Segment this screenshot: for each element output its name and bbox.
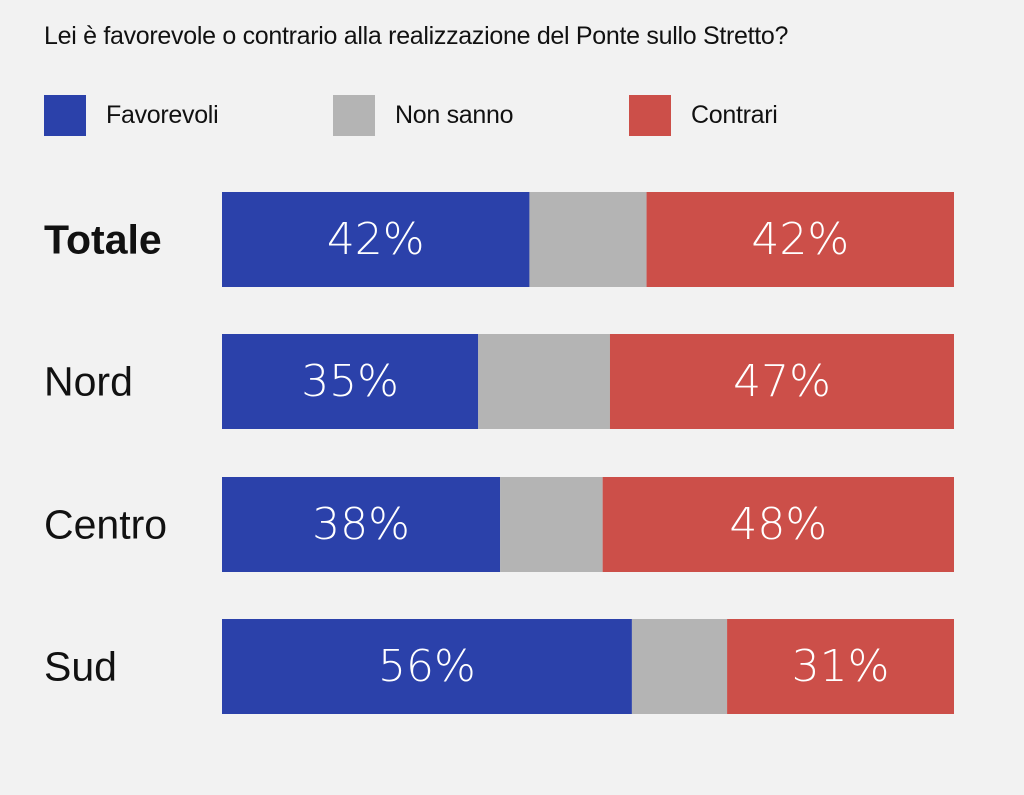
bar-segment-contrari: [646, 192, 954, 287]
data-label: 47%: [733, 356, 831, 407]
data-label: 48%: [729, 499, 827, 550]
legend-label: Contrari: [691, 101, 778, 129]
data-label: 38%: [312, 499, 410, 550]
legend-item-non-sanno: Non sanno: [333, 95, 514, 136]
data-label: 42%: [327, 214, 425, 265]
bar-segment-non-sanno: [478, 334, 610, 429]
bar-segment-favorevoli: [222, 477, 501, 572]
bar-segment-contrari: [609, 334, 954, 429]
legend-swatch: [333, 95, 375, 136]
bar-segment-contrari: [602, 477, 954, 572]
category-label: Centro: [44, 502, 167, 548]
bar-segment-favorevoli: [222, 192, 530, 287]
chart-title: Lei è favorevole o contrario alla realiz…: [44, 22, 789, 50]
legend-label: Favorevoli: [106, 101, 219, 129]
category-label: Nord: [44, 359, 133, 405]
bar-segment-non-sanno: [631, 619, 728, 714]
legend-label: Non sanno: [395, 101, 514, 129]
category-label: Sud: [44, 644, 117, 690]
bar-segment-non-sanno: [529, 192, 647, 287]
data-label: 56%: [378, 641, 476, 692]
category-label: Totale: [44, 217, 162, 263]
bar-segment-contrari: [727, 619, 954, 714]
legend-swatch: [629, 95, 671, 136]
data-label: 35%: [301, 356, 399, 407]
bar-segment-non-sanno: [500, 477, 603, 572]
data-label: 42%: [751, 214, 849, 265]
legend-item-favorevoli: Favorevoli: [44, 95, 219, 136]
legend-item-contrari: Contrari: [629, 95, 778, 136]
bar-segment-favorevoli: [222, 334, 479, 429]
legend-swatch: [44, 95, 86, 136]
data-label: 31%: [792, 641, 890, 692]
bar-segment-favorevoli: [222, 619, 632, 714]
